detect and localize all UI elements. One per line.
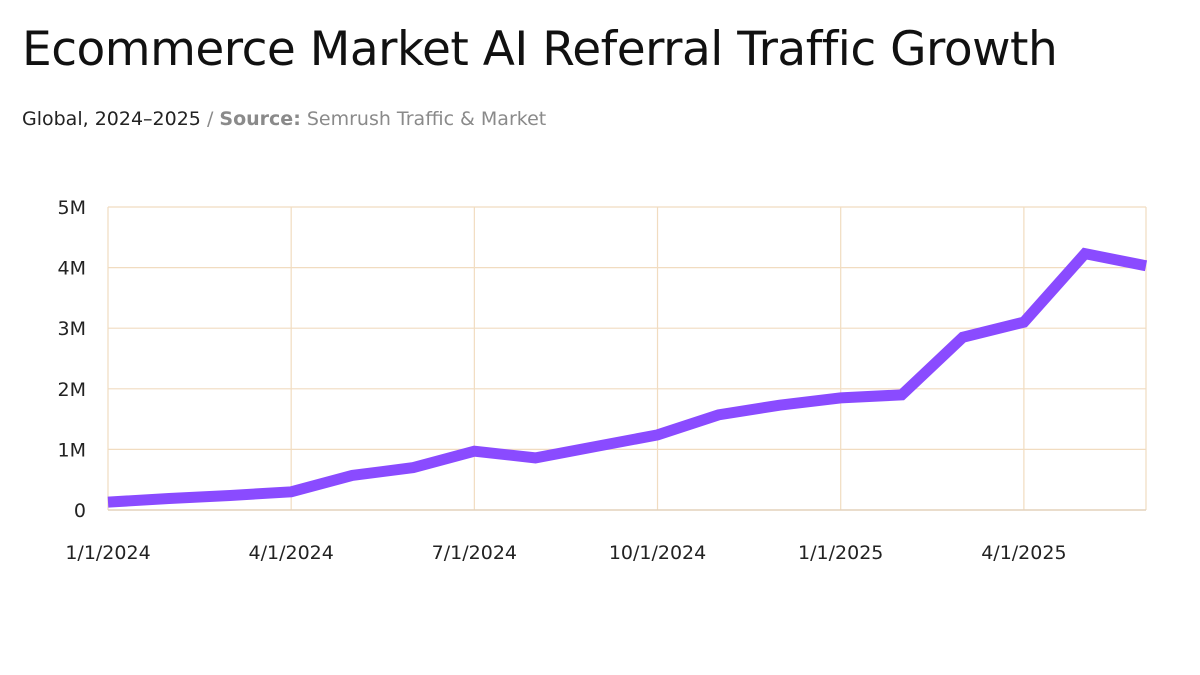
- x-tick-label: 10/1/2024: [609, 542, 706, 564]
- x-tick-label: 4/1/2024: [249, 542, 334, 564]
- chart-subtitle: Global, 2024–2025 / Source: Semrush Traf…: [22, 108, 546, 130]
- x-tick-label: 1/1/2024: [65, 542, 150, 564]
- y-tick-label: 5M: [58, 197, 86, 219]
- series-line: [107, 247, 1148, 508]
- y-tick-label: 3M: [58, 318, 86, 340]
- x-tick-label: 7/1/2024: [432, 542, 517, 564]
- y-tick-label: 0: [74, 500, 86, 522]
- y-tick-label: 1M: [58, 439, 86, 461]
- subtitle-source-label: Source:: [219, 108, 301, 130]
- x-tick-label: 1/1/2025: [798, 542, 883, 564]
- y-tick-label: 2M: [58, 379, 86, 401]
- subtitle-source: Semrush Traffic & Market: [306, 108, 547, 130]
- chart-title: Ecommerce Market AI Referral Traffic Gro…: [22, 22, 1058, 77]
- subtitle-separator: /: [206, 108, 214, 130]
- y-tick-label: 4M: [58, 258, 86, 280]
- x-tick-label: 4/1/2025: [981, 542, 1066, 564]
- subtitle-scope: Global, 2024–2025: [22, 108, 201, 130]
